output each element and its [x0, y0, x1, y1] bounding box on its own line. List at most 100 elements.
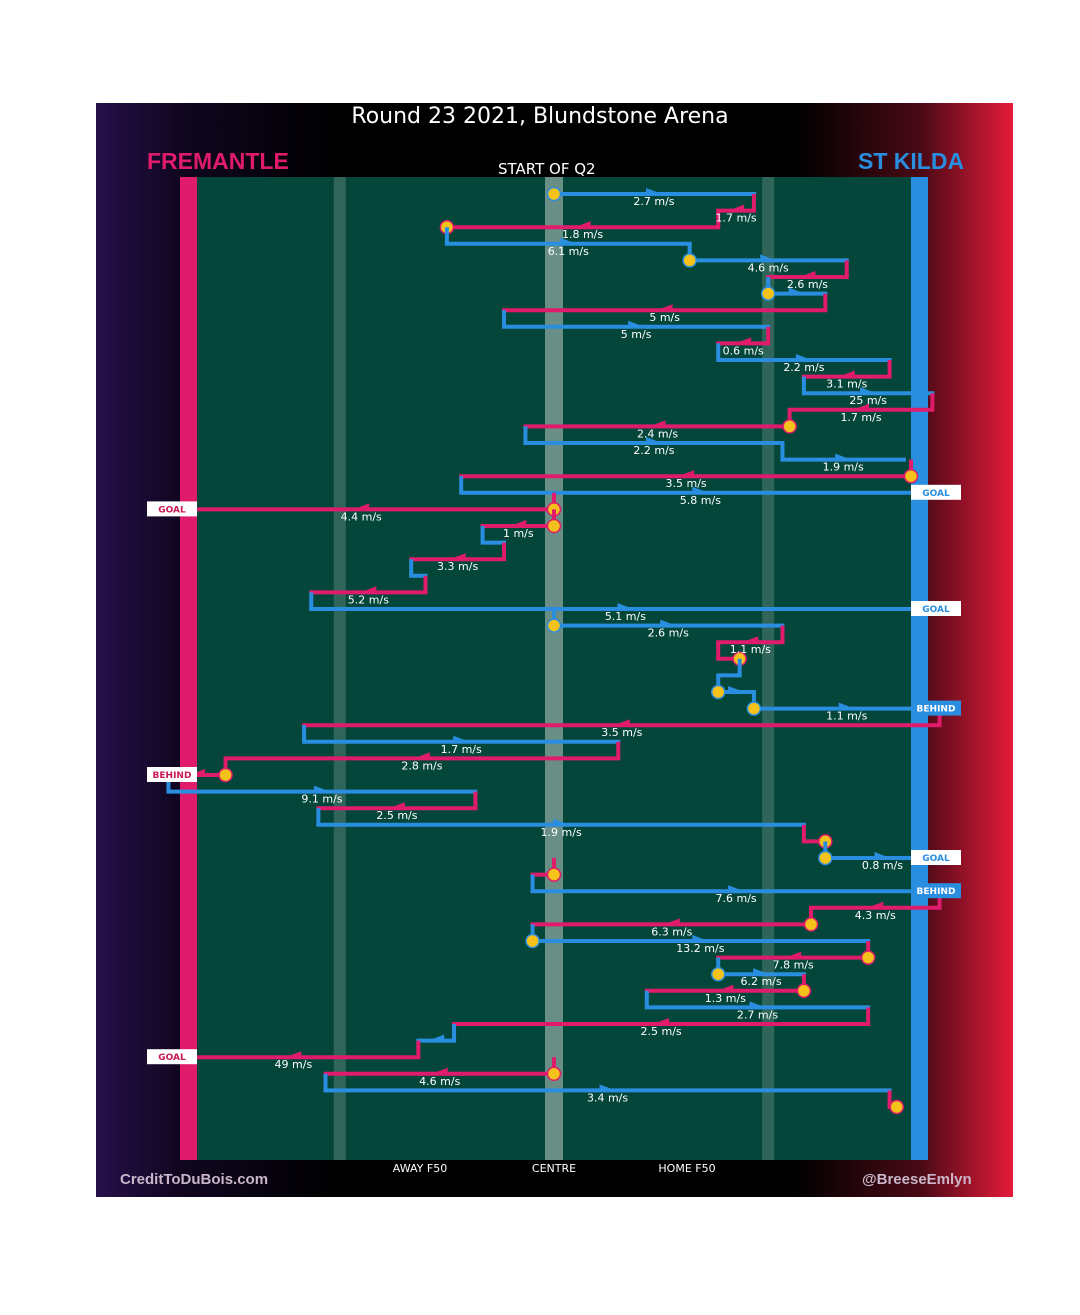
period-label: START OF Q2	[498, 160, 596, 178]
speed-label: 4.3 m/s	[855, 909, 896, 922]
axis-label-centre: CENTRE	[531, 1162, 577, 1175]
speed-label: 2.4 m/s	[637, 427, 678, 440]
possession-start-marker	[903, 468, 919, 484]
chain-arrow	[574, 221, 591, 229]
axis-label-away-f50: AWAY F50	[392, 1162, 448, 1175]
possession-start-marker	[546, 618, 562, 633]
speed-label: 5.8 m/s	[680, 494, 721, 507]
speed-label: 1.1 m/s	[730, 643, 771, 656]
chain-arrow	[692, 486, 709, 495]
speed-label: 1.8 m/s	[562, 228, 603, 241]
speed-label: 3.5 m/s	[601, 726, 642, 739]
speed-label: 2.2 m/s	[633, 444, 674, 457]
outcome-badge	[911, 883, 961, 899]
chain-arrow	[785, 951, 802, 960]
team-name-st-kilda: ST KILDA	[858, 148, 965, 174]
possession-start-marker	[218, 767, 233, 783]
chain-arrow	[838, 702, 855, 711]
outcome-label: GOAL	[158, 505, 186, 515]
chain-arrow	[788, 287, 805, 296]
outcome-badge	[911, 601, 961, 616]
outcome-badge	[911, 484, 961, 500]
speed-label: 25 m/s	[849, 394, 887, 407]
chain-arrow	[645, 437, 662, 445]
outcome-label: BEHIND	[917, 705, 956, 715]
possession-start-marker	[546, 1066, 562, 1082]
speed-label: 5 m/s	[621, 328, 652, 341]
outcome-label: BEHIND	[153, 771, 192, 781]
chain-arrow	[285, 1051, 302, 1059]
chain-arrow	[867, 901, 884, 910]
outcome-badge	[147, 767, 197, 782]
chain-arrow	[660, 619, 677, 628]
chain-arrow	[742, 636, 759, 644]
speed-label: 2.5 m/s	[641, 1025, 682, 1038]
speed-label: 49 m/s	[275, 1058, 313, 1071]
speed-label: 4.6 m/s	[419, 1075, 460, 1088]
axis-label-home-f50: HOME F50	[658, 1162, 716, 1175]
possession-start-marker	[889, 1099, 904, 1115]
chain-arrow	[795, 354, 812, 362]
outcome-label: GOAL	[922, 854, 950, 864]
speed-label: 1.9 m/s	[823, 461, 864, 474]
chain-arrow	[649, 420, 666, 428]
speed-label: 0.6 m/s	[723, 344, 764, 357]
chain-arrow	[760, 254, 777, 262]
chain-arrow	[728, 686, 745, 694]
speed-label: 3.5 m/s	[666, 477, 707, 490]
chain-arrow	[645, 188, 662, 196]
chain-arrow	[413, 752, 430, 760]
outcome-badge	[911, 850, 961, 865]
speed-label: 2.6 m/s	[648, 627, 689, 640]
chain-arrow	[656, 304, 673, 312]
speed-label: 5 m/s	[649, 311, 680, 324]
speed-label: 1.1 m/s	[826, 710, 867, 723]
goal-line-fremantle	[180, 177, 197, 1160]
speed-label: 4.4 m/s	[341, 510, 382, 523]
chain-arrow	[599, 1084, 616, 1092]
chain-arrow	[853, 403, 870, 412]
speed-label: 9.1 m/s	[301, 793, 342, 806]
possession-start-marker	[746, 701, 762, 716]
speed-label: 7.6 m/s	[715, 892, 756, 905]
outcome-badge	[147, 1049, 197, 1065]
speed-label: 13.2 m/s	[676, 942, 724, 955]
speed-label: 1.7 m/s	[715, 212, 756, 225]
speed-label: 3.4 m/s	[587, 1091, 628, 1104]
chain-arrow	[553, 818, 570, 827]
possession-start-marker	[546, 518, 562, 534]
speed-label: 3.1 m/s	[826, 378, 867, 391]
possession-start-marker	[682, 253, 697, 268]
speed-label: 1.7 m/s	[441, 743, 482, 756]
chain-arrow	[728, 885, 745, 893]
team-name-fremantle: FREMANTLE	[147, 148, 289, 174]
chain-arrow	[428, 1034, 445, 1043]
chain-arrow	[799, 271, 816, 279]
possession-start-marker	[818, 850, 833, 866]
outcome-badge	[911, 700, 961, 716]
speed-label: 2.7 m/s	[737, 1008, 778, 1021]
speed-label: 4.6 m/s	[748, 261, 789, 274]
chain-arrow	[835, 453, 852, 462]
chain-arrow	[431, 1067, 448, 1076]
speed-label: 3.3 m/s	[437, 560, 478, 573]
speed-label: 6.1 m/s	[548, 245, 589, 258]
chain-arrow	[735, 337, 752, 345]
credit-handle: @BreeseEmlyn	[862, 1171, 972, 1188]
chain-arrow	[749, 1001, 766, 1009]
possession-start-marker	[803, 917, 819, 932]
speed-label: 1 m/s	[503, 527, 534, 540]
speed-label: 6.3 m/s	[651, 925, 692, 938]
chain-arrow	[560, 237, 577, 246]
speed-label: 2.7 m/s	[633, 195, 674, 208]
goal-line-st-kilda	[911, 177, 928, 1160]
chain-arrow	[678, 470, 695, 478]
outcome-label: GOAL	[922, 605, 950, 615]
chain-arrow	[663, 918, 680, 926]
chart-title: Round 23 2021, Blundstone Arena	[351, 104, 729, 129]
possession-start-marker	[860, 950, 876, 965]
field-line-away-f50	[333, 177, 346, 1160]
chain-arrow	[510, 520, 527, 528]
chain-arrow	[753, 968, 770, 976]
